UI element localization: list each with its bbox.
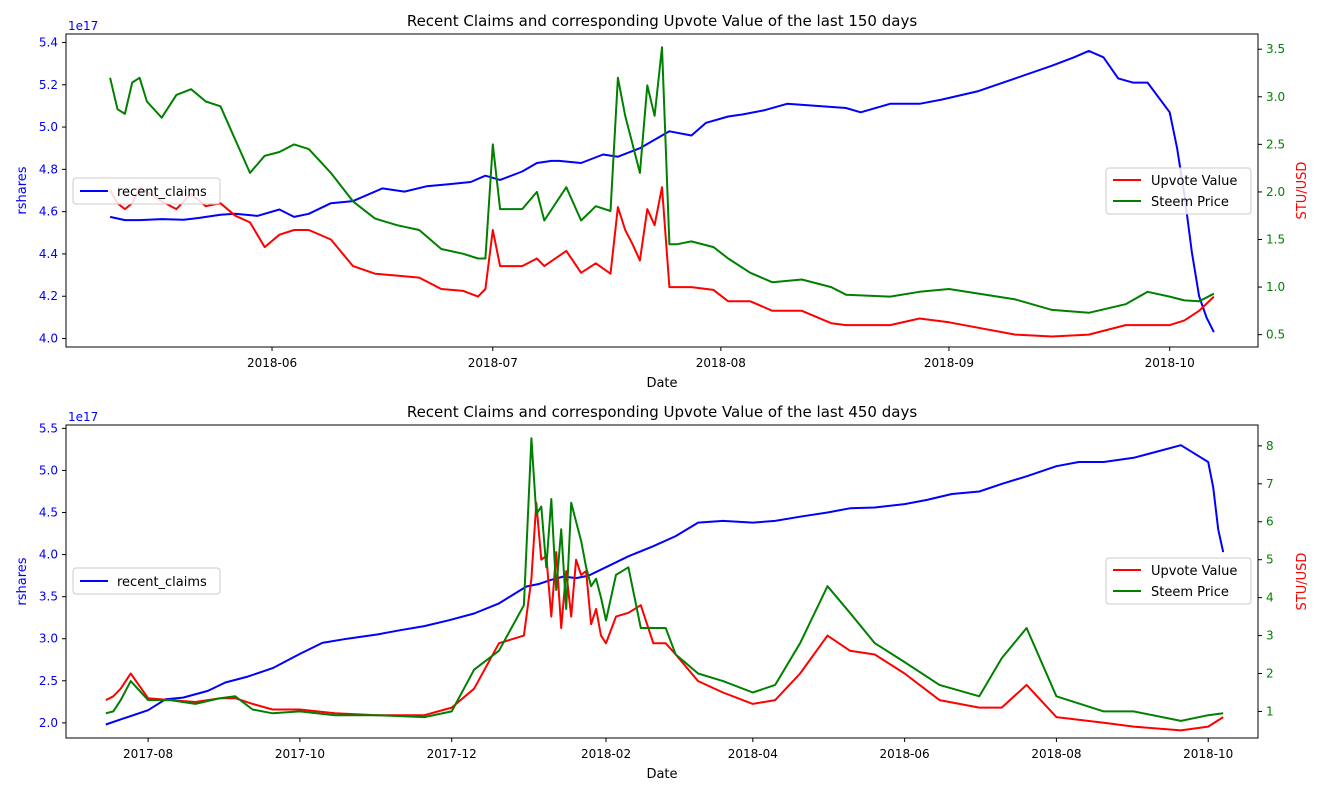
x-tick-label: 2017-12 <box>427 747 477 761</box>
y-left-tick-label: 4.0 <box>39 332 58 346</box>
series-line-recent-claims <box>109 49 1215 333</box>
y-right-tick-label: 3.5 <box>1266 42 1285 56</box>
x-tick-label: 2017-10 <box>275 747 325 761</box>
y-right-tick-label: 1.0 <box>1266 280 1285 294</box>
x-tick-label: 2017-08 <box>123 747 173 761</box>
x-axis-label: Date <box>646 376 677 391</box>
legend-entry-label: recent_claims <box>117 575 207 590</box>
y-left-axis-label: rshares <box>15 166 30 214</box>
x-tick-label: 2018-06 <box>880 747 930 761</box>
y-left-offset-text: 1e17 <box>68 19 98 33</box>
legend-entry-label: recent_claims <box>117 185 207 200</box>
legend-left-box <box>72 177 221 205</box>
x-tick-label: 2018-08 <box>1031 747 1081 761</box>
x-tick-label: 2018-04 <box>728 747 778 761</box>
x-tick-label: 2018-02 <box>581 747 631 761</box>
y-right-axis-label: STU/USD <box>1295 162 1310 220</box>
chart-title: Recent Claims and corresponding Upvote V… <box>407 12 918 30</box>
y-right-tick-label: 7 <box>1266 477 1274 491</box>
y-right-tick-label: 4 <box>1266 591 1274 605</box>
series-line-upvote-value <box>109 186 1215 338</box>
y-right-tick-label: 0.5 <box>1266 328 1285 342</box>
legend-left-box <box>72 567 221 595</box>
series-line-upvote-value <box>105 501 1224 732</box>
plot-frame <box>65 33 1259 348</box>
y-right-tick-label: 1.5 <box>1266 232 1285 246</box>
y-left-tick-label: 5.5 <box>39 421 58 435</box>
x-tick-label: 2018-09 <box>924 356 974 370</box>
y-left-tick-label: 4.6 <box>39 205 58 219</box>
y-left-tick-label: 4.2 <box>39 289 58 303</box>
legend-right-box <box>1105 167 1252 215</box>
y-right-tick-label: 3 <box>1266 629 1274 643</box>
x-tick-label: 2018-06 <box>247 356 297 370</box>
y-right-tick-label: 2 <box>1266 667 1274 681</box>
y-left-tick-label: 3.5 <box>39 590 58 604</box>
y-left-tick-label: 4.5 <box>39 506 58 520</box>
y-left-tick-label: 2.5 <box>39 674 58 688</box>
y-left-tick-label: 4.8 <box>39 162 58 176</box>
legend-entry-label: Upvote Value <box>1151 174 1237 189</box>
legend-right-box <box>1105 557 1252 605</box>
y-left-tick-label: 4.4 <box>39 247 58 261</box>
y-left-tick-label: 4.0 <box>39 548 58 562</box>
legend-entry-label: Upvote Value <box>1151 564 1237 579</box>
y-left-offset-text: 1e17 <box>68 410 98 424</box>
plot-frame <box>65 424 1259 739</box>
series-line-steem-price <box>109 46 1215 314</box>
y-right-tick-label: 6 <box>1266 515 1274 529</box>
y-right-tick-label: 2.0 <box>1266 185 1285 199</box>
y-right-tick-label: 2.5 <box>1266 137 1285 151</box>
y-left-tick-label: 3.0 <box>39 632 58 646</box>
legend-entry-label: Steem Price <box>1151 585 1229 600</box>
y-right-tick-label: 3.0 <box>1266 90 1285 104</box>
y-left-tick-label: 5.0 <box>39 120 58 134</box>
y-left-tick-label: 5.2 <box>39 78 58 92</box>
y-left-axis-label: rshares <box>15 557 30 605</box>
legend-entry-label: Steem Price <box>1151 195 1229 210</box>
chart-title: Recent Claims and corresponding Upvote V… <box>407 403 918 421</box>
series-line-steem-price <box>105 437 1224 722</box>
y-left-tick-label: 2.0 <box>39 716 58 730</box>
y-right-tick-label: 1 <box>1266 704 1274 718</box>
y-left-tick-label: 5.0 <box>39 463 58 477</box>
y-left-tick-label: 5.4 <box>39 35 58 49</box>
series-line-recent-claims <box>105 444 1225 726</box>
x-tick-label: 2018-07 <box>468 356 518 370</box>
x-tick-label: 2018-08 <box>696 356 746 370</box>
x-axis-label: Date <box>646 767 677 782</box>
y-right-axis-label: STU/USD <box>1295 553 1310 611</box>
x-tick-label: 2018-10 <box>1183 747 1233 761</box>
y-right-tick-label: 5 <box>1266 553 1274 567</box>
y-right-tick-label: 8 <box>1266 439 1274 453</box>
x-tick-label: 2018-10 <box>1145 356 1195 370</box>
